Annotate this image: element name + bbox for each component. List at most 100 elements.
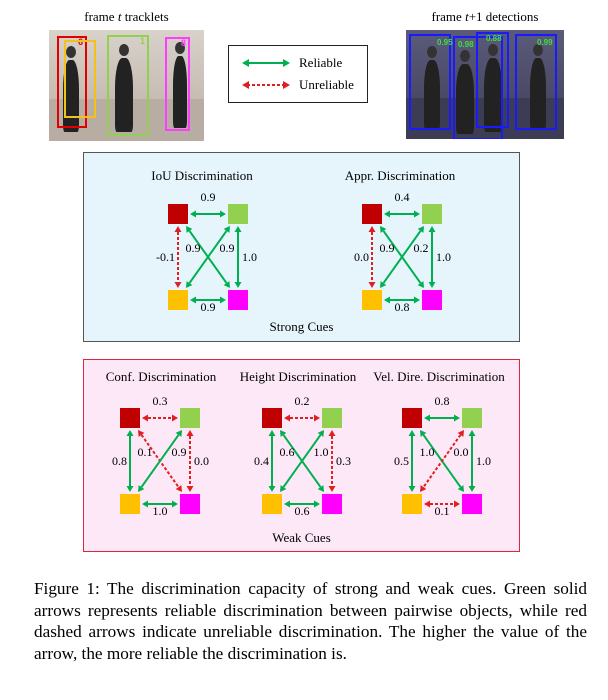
detection-box-4: 0.99 <box>515 34 557 130</box>
detection-box-1: 0.95 <box>409 34 453 130</box>
conf-value-bottom: 1.0 <box>153 504 168 518</box>
detection-box-2: 0.98 <box>453 36 503 139</box>
strong-cues-panel: IoU Discrimination Appr. Discrimination … <box>83 152 520 342</box>
tracklet-box-red: 6 <box>57 36 87 128</box>
conf-graph: 0.3 1.0 0.8 0.0 0.1 0.9 <box>112 394 209 518</box>
conf-value-top: 0.3 <box>153 394 168 408</box>
height-value-diag-a: 0.6 <box>280 445 295 459</box>
conf-value-diag-a: 0.1 <box>138 445 153 459</box>
appr-value-bottom: 0.8 <box>395 300 410 314</box>
height-edge-top <box>284 414 320 422</box>
figure-caption: Figure 1: The discrimination capacity of… <box>34 579 587 663</box>
height-title: Height Discrimination <box>239 369 357 384</box>
iou-value-bottom: 0.9 <box>201 300 216 314</box>
iou-edge-top <box>190 210 226 218</box>
conf-node-red <box>120 408 140 428</box>
appr-node-green <box>422 204 442 224</box>
vel-edge-diag-b <box>420 430 464 492</box>
tracklet-box-magenta: 8 <box>165 37 190 131</box>
iou-node-red <box>168 204 188 224</box>
right-photo-label: frame t+1 detections <box>431 9 539 24</box>
weak-graphs-svg: 0.3 1.0 0.8 0.0 0.1 0.9 0.2 0.6 0.4 0.3 0.6 1.0 0.… <box>112 394 491 518</box>
tracklet-box-yellow <box>64 40 96 118</box>
vel-value-bottom: 0.1 <box>435 504 450 518</box>
iou-edge-left <box>174 226 182 288</box>
appr-edge-diag-b <box>380 226 424 288</box>
height-value-diag-b: 1.0 <box>314 445 329 459</box>
vel-node-red <box>402 408 422 428</box>
height-node-red <box>262 408 282 428</box>
legend-reliable: Reliable <box>241 55 342 71</box>
iou-graph: 0.9 0.9 -0.1 1.0 0.9 0.9 <box>156 190 257 314</box>
iou-node-magenta <box>228 290 248 310</box>
detection-box-3: 0.88 <box>476 32 509 128</box>
tracklet-box-green: 1 <box>107 35 149 136</box>
unreliable-arrow-icon <box>242 81 290 89</box>
height-edge-left <box>268 430 276 492</box>
iou-value-right: 1.0 <box>242 250 257 264</box>
height-edge-right <box>328 430 336 492</box>
conf-value-right: 0.0 <box>194 454 209 468</box>
iou-edge-bottom <box>190 296 226 304</box>
conf-node-yellow <box>120 494 140 514</box>
weak-cues-panel: Conf. Discrimination Height Discriminati… <box>83 359 520 552</box>
tracklets-photo: 6 1 8 <box>49 30 204 141</box>
height-node-yellow <box>262 494 282 514</box>
conf-value-left: 0.8 <box>112 454 127 468</box>
detections-photo: 0.95 0.98 0.88 0.99 <box>406 30 564 139</box>
vel-value-diag-a: 1.0 <box>420 445 435 459</box>
appr-node-magenta <box>422 290 442 310</box>
height-edge-bottom <box>284 500 320 508</box>
appr-title: Appr. Discrimination <box>344 168 456 183</box>
conf-edge-top <box>142 414 178 422</box>
vel-edge-top <box>424 414 460 422</box>
strong-cues-label: Strong Cues <box>269 319 334 334</box>
height-value-bottom: 0.6 <box>295 504 310 518</box>
vel-edge-bottom <box>424 500 460 508</box>
vel-edge-right <box>468 430 476 492</box>
reliable-arrow-icon <box>242 59 290 67</box>
iou-value-left: -0.1 <box>156 250 175 264</box>
vel-node-green <box>462 408 482 428</box>
vel-graph: 0.8 0.1 0.5 1.0 1.0 0.0 <box>394 394 491 518</box>
appr-value-diag-b: 0.2 <box>414 241 429 255</box>
height-node-green <box>322 408 342 428</box>
conf-edge-bottom <box>142 500 178 508</box>
height-graph: 0.2 0.6 0.4 0.3 0.6 1.0 <box>254 394 351 518</box>
appr-edge-right <box>428 226 436 288</box>
weak-cues-label: Weak Cues <box>272 530 331 545</box>
appr-node-red <box>362 204 382 224</box>
iou-value-diag-a: 0.9 <box>186 241 201 255</box>
appr-value-top: 0.4 <box>395 190 410 204</box>
height-value-left: 0.4 <box>254 454 269 468</box>
vel-value-right: 1.0 <box>476 454 491 468</box>
height-edge-diag-b <box>280 430 324 492</box>
iou-edge-diag-b <box>186 226 230 288</box>
conf-node-magenta <box>180 494 200 514</box>
height-value-right: 0.3 <box>336 454 351 468</box>
appr-node-yellow <box>362 290 382 310</box>
iou-node-green <box>228 204 248 224</box>
conf-edge-diag-b <box>138 430 182 492</box>
height-node-magenta <box>322 494 342 514</box>
vel-value-left: 0.5 <box>394 454 409 468</box>
vel-node-yellow <box>402 494 422 514</box>
iou-value-top: 0.9 <box>201 190 216 204</box>
iou-edge-right <box>234 226 242 288</box>
conf-edge-right <box>186 430 194 492</box>
vel-node-magenta <box>462 494 482 514</box>
appr-edge-bottom <box>384 296 420 304</box>
iou-value-diag-b: 0.9 <box>220 241 235 255</box>
conf-value-diag-b: 0.9 <box>172 445 187 459</box>
vel-edge-left <box>408 430 416 492</box>
appr-edge-left <box>368 226 376 288</box>
conf-edge-left <box>126 430 134 492</box>
strong-graphs-svg: 0.9 0.9 -0.1 1.0 0.9 0.9 0.4 0.8 0.0 1.0 0.9 0.2 <box>156 190 451 314</box>
iou-node-yellow <box>168 290 188 310</box>
appr-graph: 0.4 0.8 0.0 1.0 0.9 0.2 <box>354 190 451 314</box>
appr-value-diag-a: 0.9 <box>380 241 395 255</box>
height-value-top: 0.2 <box>295 394 310 408</box>
appr-value-right: 1.0 <box>436 250 451 264</box>
conf-node-green <box>180 408 200 428</box>
conf-title: Conf. Discrimination <box>105 369 217 384</box>
